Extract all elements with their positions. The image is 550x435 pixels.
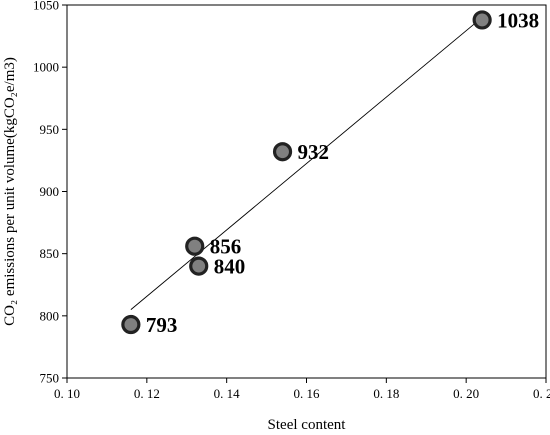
y-tick-label: 800 — [40, 308, 60, 323]
x-tick-label: 0. 18 — [373, 386, 399, 401]
data-label: 856 — [210, 235, 242, 259]
data-label: 1038 — [497, 8, 539, 32]
trendline-group — [130, 17, 483, 310]
data-label: 840 — [214, 255, 246, 279]
data-point — [121, 314, 141, 335]
y-tick-label: 750 — [40, 371, 60, 386]
data-point — [272, 142, 293, 162]
data-label: 932 — [298, 140, 330, 164]
x-tick-label: 0. 16 — [294, 386, 321, 401]
data-point — [472, 10, 492, 30]
y-tick-label: 1000 — [33, 60, 59, 75]
x-axis-title: Steel content — [268, 417, 347, 433]
x-tick-label: 0. 22 — [533, 386, 550, 401]
x-tick-label: 0. 12 — [134, 386, 160, 401]
y-tick-label: 850 — [40, 246, 60, 261]
x-tick-label: 0. 20 — [453, 386, 479, 401]
data-point — [189, 256, 209, 276]
x-tick-label: 0. 10 — [54, 386, 80, 401]
trendline — [130, 17, 483, 310]
y-tick-label: 1050 — [33, 0, 59, 13]
axis-ticks: 0. 10 0. 12 0. 14 0. 16 0. 18 0. 20 0. 22 750 80… — [33, 0, 550, 401]
data-label: 793 — [146, 313, 178, 337]
data-point — [185, 236, 205, 256]
y-axis-title: CO₂ emissions per unit volume(kgCO₂e/m3) — [2, 57, 18, 326]
y-tick-label: 950 — [40, 122, 60, 137]
x-tick-label: 0. 14 — [214, 386, 241, 401]
y-tick-label: 900 — [40, 184, 60, 199]
